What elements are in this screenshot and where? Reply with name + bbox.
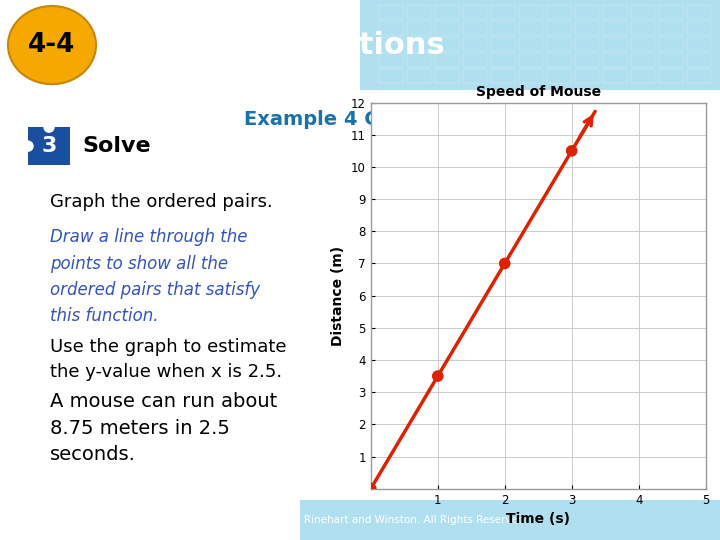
Y-axis label: Distance (m): Distance (m) (331, 246, 346, 346)
Text: Holt Algebra 1: Holt Algebra 1 (10, 514, 111, 526)
Point (566, 146, 577, 155)
Text: 4-4: 4-4 (28, 32, 76, 58)
X-axis label: Time (s): Time (s) (506, 512, 570, 526)
Point (365, 484, 377, 493)
Text: Graphing Functions: Graphing Functions (110, 31, 445, 59)
Title: Speed of Mouse: Speed of Mouse (476, 85, 600, 99)
Text: Draw a line through the
points to show all the
ordered pairs that satisfy
this f: Draw a line through the points to show a… (50, 228, 260, 325)
Circle shape (23, 141, 33, 151)
Text: Solve: Solve (82, 136, 150, 156)
Text: Use the graph to estimate
the y-value when x is 2.5.: Use the graph to estimate the y-value wh… (50, 338, 287, 381)
FancyBboxPatch shape (28, 127, 70, 165)
Point (499, 259, 510, 268)
Point (432, 372, 444, 380)
Text: Graph the ordered pairs.: Graph the ordered pairs. (50, 193, 273, 211)
FancyBboxPatch shape (360, 0, 720, 90)
Ellipse shape (8, 6, 96, 84)
FancyBboxPatch shape (300, 500, 720, 540)
Text: 3: 3 (41, 136, 57, 156)
Circle shape (44, 122, 54, 132)
Text: Example 4 Continued: Example 4 Continued (243, 110, 477, 129)
Text: A mouse can run about
8.75 meters in 2.5
seconds.: A mouse can run about 8.75 meters in 2.5… (50, 392, 277, 464)
Text: Copyright © by Holt, Rinehart and Winston. All Rights Reserved.: Copyright © by Holt, Rinehart and Winsto… (192, 515, 528, 525)
